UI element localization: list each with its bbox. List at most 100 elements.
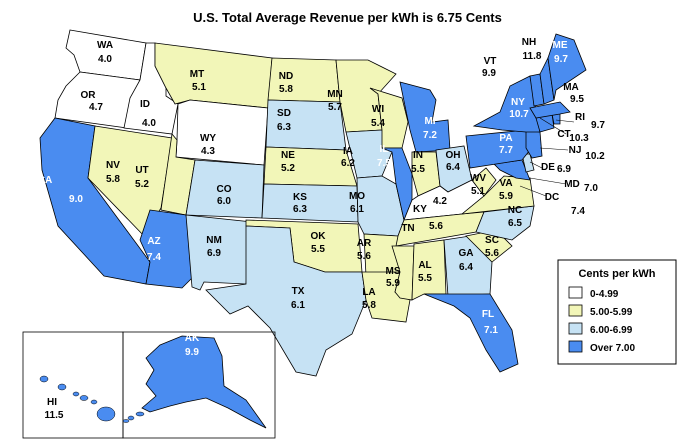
state-label-ca: CA [38, 175, 52, 186]
state-value-az: 7.4 [147, 252, 161, 263]
state-label-wv: WV [470, 173, 486, 184]
state-label-oh: OH [446, 150, 461, 161]
alaska-island [122, 419, 130, 423]
state-ak [141, 335, 267, 429]
alaska-island [127, 415, 135, 421]
state-label-mi: MI [424, 116, 435, 127]
state-value-ky: 4.2 [433, 196, 447, 207]
state-label-al: AL [418, 260, 431, 271]
state-fl [423, 293, 519, 373]
states-layer [39, 29, 587, 377]
state-label-fl: FL [482, 309, 494, 320]
legend-swatch [568, 340, 583, 353]
leader-line [529, 177, 567, 185]
state-label-in: IN [413, 150, 423, 161]
state-value-id: 4.0 [142, 118, 156, 129]
state-label-nv: NV [106, 160, 120, 171]
state-label-sd: SD [277, 108, 291, 119]
leader-line [539, 117, 567, 135]
state-hi-island [72, 391, 80, 397]
state-value-la: 5.8 [362, 300, 376, 311]
state-label-ga: GA [459, 248, 474, 259]
state-label-la: LA [362, 287, 375, 298]
state-label-nj: NJ [569, 145, 582, 156]
state-ga [443, 235, 493, 297]
state-label-mn: MN [327, 89, 343, 100]
legend-label: Over 7.00 [590, 343, 635, 354]
state-label-ma: MA [563, 82, 579, 93]
state-tx [205, 225, 367, 377]
state-value-fl: 7.1 [484, 325, 498, 336]
state-me [547, 33, 587, 101]
state-hi-island [79, 395, 89, 401]
state-value-il: 7.5 [377, 158, 391, 169]
state-label-ri: RI [575, 112, 585, 123]
state-value-sc: 5.6 [485, 248, 499, 259]
state-value-vt: 9.9 [482, 68, 496, 79]
state-label-az: AZ [147, 236, 160, 247]
state-value-ca: 9.0 [69, 194, 83, 205]
state-label-or: OR [81, 90, 97, 101]
leader-line [555, 119, 575, 123]
state-ks [261, 183, 359, 223]
legend-label: 6.00-6.99 [590, 325, 633, 336]
state-value-mt: 5.1 [192, 82, 206, 93]
state-value-mn: 5.7 [328, 102, 342, 113]
state-value-nc: 6.5 [508, 218, 522, 229]
state-ia [345, 129, 393, 179]
state-label-ar: AR [357, 238, 372, 249]
legend-swatch [568, 286, 583, 299]
legend-label: 5.00-5.99 [590, 307, 633, 318]
state-label-de: DE [541, 162, 555, 173]
state-value-ri: 9.7 [591, 120, 605, 131]
state-hi-island [90, 399, 98, 405]
state-label-ct: CT [557, 129, 570, 140]
state-value-va: 5.9 [499, 191, 513, 202]
state-mt [154, 42, 273, 109]
state-label-sc: SC [485, 235, 499, 246]
labels-layer: WA 4.0 OR4.7 CA 9.0 ID 4.0 NV 5.8 MT 5.1 WY 4.3 UT 5.2… [38, 37, 606, 421]
state-label-ms: MS [386, 266, 401, 277]
alaska-inset-frame [122, 331, 276, 439]
state-label-co: CO [217, 184, 232, 195]
state-value-wa: 4.0 [98, 54, 112, 65]
state-value-ks: 6.3 [293, 204, 307, 215]
state-value-mo: 6.1 [350, 204, 364, 215]
state-label-pa: PA [499, 133, 512, 144]
state-label-hi: HI [47, 397, 57, 408]
state-label-va: VA [499, 178, 512, 189]
state-value-pa: 7.7 [499, 145, 513, 156]
state-value-ar: 5.6 [357, 251, 371, 262]
legend-title: Cents per kWh [578, 268, 655, 280]
state-label-nd: ND [279, 71, 293, 82]
state-value-nj: 10.2 [585, 151, 605, 162]
state-hi-island [57, 383, 67, 391]
state-label-vt: VT [484, 56, 497, 67]
state-value-nv: 5.8 [106, 174, 120, 185]
state-label-ut: UT [135, 165, 148, 176]
state-label-ky: KY [413, 204, 427, 215]
state-value-in: 5.5 [411, 164, 425, 175]
state-wv [471, 167, 497, 197]
state-value-ia: 6.2 [341, 158, 355, 169]
legend-swatch [568, 304, 583, 317]
state-wy [175, 99, 269, 166]
state-value-nd: 5.8 [279, 84, 293, 95]
hawaii-inset-frame [22, 331, 124, 439]
state-value-mi: 7.2 [423, 130, 437, 141]
state-label-ok: OK [311, 231, 327, 242]
state-value-sd: 6.3 [277, 122, 291, 133]
state-value-me: 9.7 [554, 54, 568, 65]
state-label-il: IL [380, 144, 389, 155]
state-value-wv: 5.1 [471, 186, 485, 197]
state-value-ok: 5.5 [311, 244, 325, 255]
state-value-nm: 6.9 [207, 248, 221, 259]
state-label-ia: IA [343, 146, 353, 157]
leader-line [529, 161, 543, 169]
state-label-tx: TX [292, 286, 305, 297]
state-label-mt: MT [190, 69, 204, 80]
state-label-dc: DC [545, 192, 559, 203]
state-nc [475, 205, 535, 241]
